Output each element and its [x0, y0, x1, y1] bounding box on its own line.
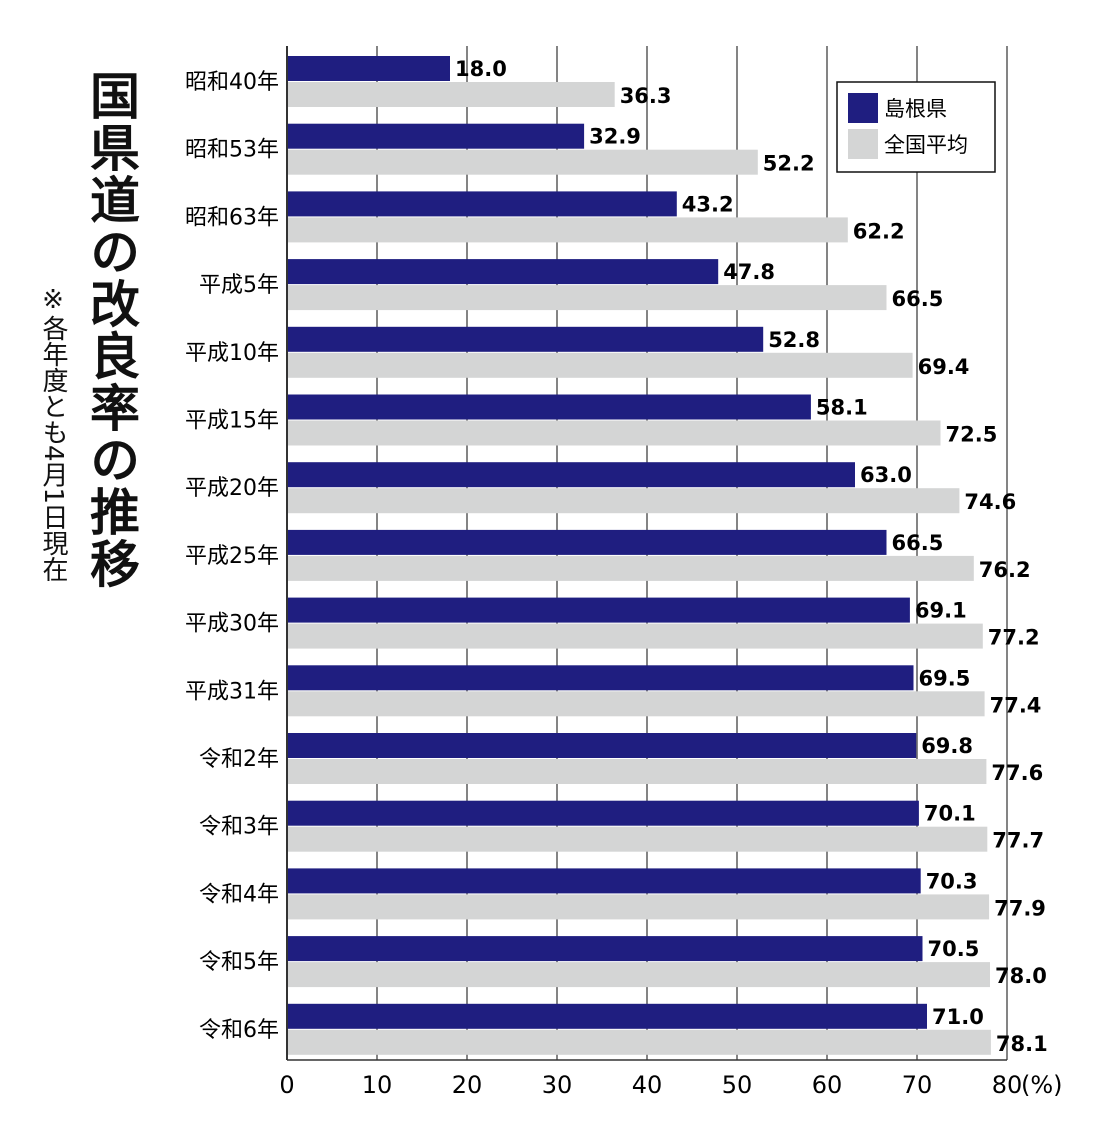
bar-national	[288, 352, 913, 378]
value-label-shimane: 32.9	[589, 125, 641, 149]
value-label-shimane: 69.5	[919, 666, 971, 690]
x-tick-label: 80	[992, 1071, 1023, 1099]
category-label: 平成10年	[185, 341, 279, 366]
value-label-shimane: 47.8	[723, 260, 775, 284]
bar-national	[288, 826, 988, 852]
chart-note: ※各年度とも4月1日現在	[38, 285, 68, 583]
value-label-national: 69.4	[918, 355, 970, 379]
value-label-national: 77.7	[992, 829, 1044, 853]
category-label: 平成15年	[185, 409, 279, 434]
value-label-national: 78.0	[995, 964, 1047, 988]
value-label-shimane: 63.0	[860, 463, 912, 487]
bar-shimane	[288, 326, 764, 352]
bar-national	[288, 149, 758, 175]
category-label: 令和3年	[199, 815, 279, 840]
value-label-national: 52.2	[763, 152, 815, 176]
x-tick-label: 10	[362, 1071, 393, 1099]
x-tick-label: 30	[542, 1071, 573, 1099]
value-label-national: 77.4	[990, 693, 1042, 717]
category-label: 昭和63年	[185, 205, 279, 230]
labels: 0 10 20 30 40 50 60 70 80(%) 昭和40年 18.0 36.3 昭和53年 32…	[185, 57, 1063, 1099]
category-label: 令和6年	[199, 1018, 279, 1043]
bar-shimane	[288, 733, 917, 758]
value-label-national: 77.2	[988, 626, 1040, 650]
bar-national	[288, 420, 941, 446]
category-label: 昭和53年	[185, 138, 279, 163]
legend-label-national: 全国平均	[884, 133, 968, 157]
category-label: 平成25年	[185, 544, 279, 569]
bar-shimane	[288, 1003, 927, 1029]
x-tick-label: 0	[279, 1071, 294, 1099]
value-label-shimane: 70.1	[924, 802, 976, 826]
value-label-shimane: 70.5	[928, 937, 980, 961]
bar-national	[288, 962, 990, 988]
value-label-national: 72.5	[946, 423, 998, 447]
bar-shimane	[288, 597, 910, 623]
legend: 島根県 全国平均	[836, 81, 996, 173]
legend-label-shimane: 島根県	[884, 97, 947, 121]
bar-national	[288, 759, 987, 784]
bar-shimane	[288, 259, 719, 285]
chart-title: 国県道の改良率の推移	[82, 70, 140, 590]
bar-shimane	[288, 936, 923, 962]
value-label-shimane: 69.8	[921, 734, 973, 758]
bar-shimane	[288, 394, 811, 420]
bar-shimane	[288, 56, 450, 81]
category-label: 令和4年	[199, 882, 279, 907]
bar-national	[288, 217, 848, 243]
value-label-shimane: 70.3	[926, 869, 978, 893]
bar-national	[288, 488, 960, 514]
x-unit-label: (%)	[1021, 1071, 1063, 1099]
bar-national	[288, 285, 887, 311]
bar-shimane	[288, 800, 919, 826]
value-label-national: 62.2	[853, 219, 905, 243]
bar-shimane	[288, 123, 585, 149]
value-label-national: 78.1	[996, 1032, 1048, 1056]
x-tick-label: 60	[812, 1071, 843, 1099]
legend-swatch-national	[848, 129, 878, 159]
bar-shimane	[288, 868, 921, 894]
bar-national	[288, 82, 615, 107]
category-label: 平成5年	[199, 273, 279, 298]
value-label-shimane: 69.1	[915, 599, 967, 623]
value-label-shimane: 58.1	[816, 396, 868, 420]
bar-national	[288, 894, 990, 920]
value-label-national: 74.6	[964, 490, 1016, 514]
x-tick-label: 70	[902, 1071, 933, 1099]
category-label: 令和5年	[199, 950, 279, 975]
category-label: 令和2年	[199, 747, 279, 772]
legend-swatch-shimane	[848, 93, 878, 123]
x-tick-label: 20	[452, 1071, 483, 1099]
value-label-national: 77.6	[991, 761, 1043, 785]
x-tick-label: 40	[632, 1071, 663, 1099]
bar-shimane	[288, 665, 914, 691]
category-label: 平成30年	[185, 612, 279, 637]
bar-shimane	[288, 462, 855, 488]
bar-shimane	[288, 529, 887, 555]
bar-shimane	[288, 191, 677, 217]
bar-national	[288, 555, 974, 581]
bar-national	[288, 1029, 991, 1055]
category-label: 平成20年	[185, 476, 279, 501]
value-label-national: 36.3	[620, 84, 672, 108]
category-label: 昭和40年	[185, 70, 279, 95]
value-label-national: 76.2	[979, 558, 1031, 582]
value-label-shimane: 71.0	[932, 1005, 984, 1029]
value-label-shimane: 18.0	[455, 57, 507, 81]
x-tick-label: 50	[722, 1071, 753, 1099]
value-label-shimane: 52.8	[768, 328, 820, 352]
value-label-shimane: 43.2	[682, 192, 734, 216]
value-label-national: 66.5	[892, 287, 944, 311]
value-label-national: 77.9	[994, 896, 1046, 920]
bars	[288, 56, 991, 1055]
bar-national	[288, 623, 983, 649]
value-label-shimane: 66.5	[892, 531, 944, 555]
bar-national	[288, 691, 985, 717]
category-label: 平成31年	[185, 679, 279, 704]
